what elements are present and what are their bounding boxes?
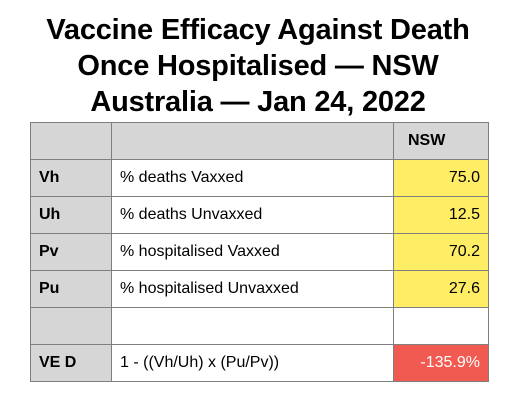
title-line-1: Vaccine Efficacy Against Death <box>46 14 470 46</box>
efficacy-table: NSW Vh % deaths Vaxxed 75.0 Uh % deaths … <box>30 122 489 382</box>
row-desc-cell: 1 - ((Vh/Uh) x (Pu/Pv)) <box>111 344 394 382</box>
row-desc-cell <box>111 307 394 345</box>
row-key-cell: VE D <box>30 344 112 382</box>
row-key-cell <box>30 307 112 345</box>
page-title: Vaccine Efficacy Against Death Once Hosp… <box>0 12 516 120</box>
row-desc-cell: % hospitalised Unvaxxed <box>111 270 394 308</box>
row-key-cell: Pv <box>30 233 112 271</box>
row-key-cell: Pu <box>30 270 112 308</box>
table-row-uh: Uh % deaths Unvaxxed 12.5 <box>30 196 489 234</box>
row-value-cell <box>393 307 489 345</box>
header-desc-cell <box>111 122 394 160</box>
row-value-cell: 75.0 <box>393 159 489 197</box>
header-value-cell: NSW <box>393 122 489 160</box>
table-row-pu: Pu % hospitalised Unvaxxed 27.6 <box>30 270 489 308</box>
row-value-cell: 12.5 <box>393 196 489 234</box>
table-row-vh: Vh % deaths Vaxxed 75.0 <box>30 159 489 197</box>
header-key-cell <box>30 122 112 160</box>
row-value-cell: 27.6 <box>393 270 489 308</box>
result-value-cell: -135.9% <box>393 344 489 382</box>
row-key-cell: Uh <box>30 196 112 234</box>
row-desc-cell: % hospitalised Vaxxed <box>111 233 394 271</box>
table-row-blank <box>30 307 489 345</box>
row-desc-cell: % deaths Vaxxed <box>111 159 394 197</box>
table-row-ved: VE D 1 - ((Vh/Uh) x (Pu/Pv)) -135.9% <box>30 344 489 382</box>
row-desc-cell: % deaths Unvaxxed <box>111 196 394 234</box>
row-key-cell: Vh <box>30 159 112 197</box>
row-value-cell: 70.2 <box>393 233 489 271</box>
table-header-row: NSW <box>30 122 489 160</box>
title-line-2: Once Hospitalised — NSW <box>77 50 439 82</box>
title-line-3: Australia — Jan 24, 2022 <box>90 86 426 118</box>
table-row-pv: Pv % hospitalised Vaxxed 70.2 <box>30 233 489 271</box>
